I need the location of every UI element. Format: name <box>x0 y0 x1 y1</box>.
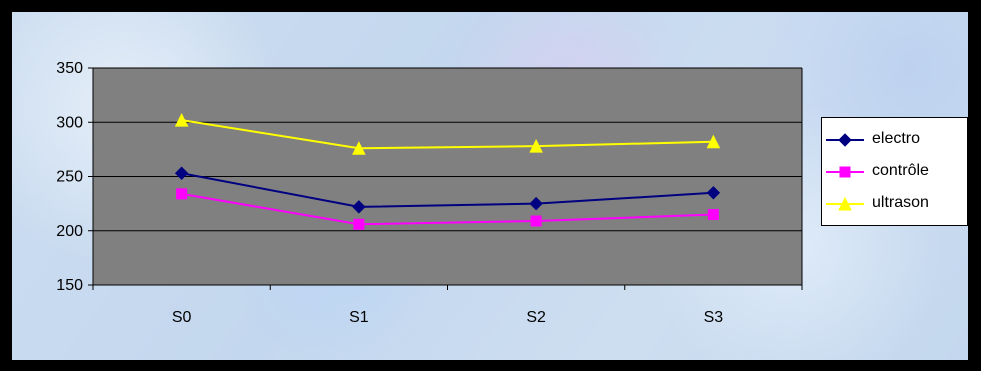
line-chart: 150 200 250 300 350 S0 S1 S2 S3 <box>56 60 803 326</box>
data-point-controle-s1 <box>353 218 365 230</box>
y-tick-label-150: 150 <box>56 277 83 294</box>
data-point-electro-s3 <box>706 186 721 200</box>
x-tick-label-s0: S0 <box>172 309 192 326</box>
series-layer <box>180 119 715 226</box>
x-tick-label-s3: S3 <box>704 309 724 326</box>
x-tick-label-s1: S1 <box>349 309 369 326</box>
legend-label-controle: contrôle <box>872 162 929 179</box>
data-point-ultrason-s1 <box>352 141 366 155</box>
data-point-controle-s2 <box>530 215 542 227</box>
y-tick-label-200: 200 <box>56 223 83 240</box>
legend-label-electro: electro <box>872 130 921 147</box>
legend-marker-ultrason <box>826 196 864 211</box>
data-point-electro-s1 <box>352 200 366 214</box>
data-point-ultrason-s2 <box>529 139 543 153</box>
chart-panel: 150 200 250 300 350 S0 S1 S2 S3 electro contrôle… <box>12 12 968 360</box>
axis-layer <box>88 67 803 290</box>
series-line-electro <box>180 172 715 208</box>
marker-layer <box>174 112 721 230</box>
series-line-controle <box>180 192 715 226</box>
legend-point-electro <box>838 133 852 147</box>
y-tick-label-300: 300 <box>56 114 83 131</box>
data-point-controle-s3 <box>707 208 719 220</box>
legend-item-electro: electro <box>822 126 967 154</box>
x-tick-label-s2: S2 <box>526 309 546 326</box>
label-layer: 150 200 250 300 350 S0 S1 S2 S3 <box>56 60 723 326</box>
legend-label-ultrason: ultrason <box>872 194 929 211</box>
data-point-ultrason-s0 <box>174 112 189 127</box>
data-point-ultrason-s3 <box>706 134 721 149</box>
legend-item-ultrason: ultrason <box>822 190 967 218</box>
data-point-electro-s2 <box>529 196 543 211</box>
legend-marker-controle <box>826 166 864 178</box>
y-tick-label-250: 250 <box>56 169 83 186</box>
data-point-electro-s0 <box>174 166 189 180</box>
legend-marker-electro <box>826 133 864 147</box>
data-point-controle-s0 <box>176 188 188 200</box>
series-line-ultrason <box>180 119 715 150</box>
legend-item-controle: contrôle <box>822 158 967 186</box>
y-tick-label-350: 350 <box>56 60 83 77</box>
legend-point-ultrason <box>838 196 852 211</box>
legend: electro contrôle ultrason <box>821 117 968 226</box>
legend-point-controle <box>839 166 851 178</box>
